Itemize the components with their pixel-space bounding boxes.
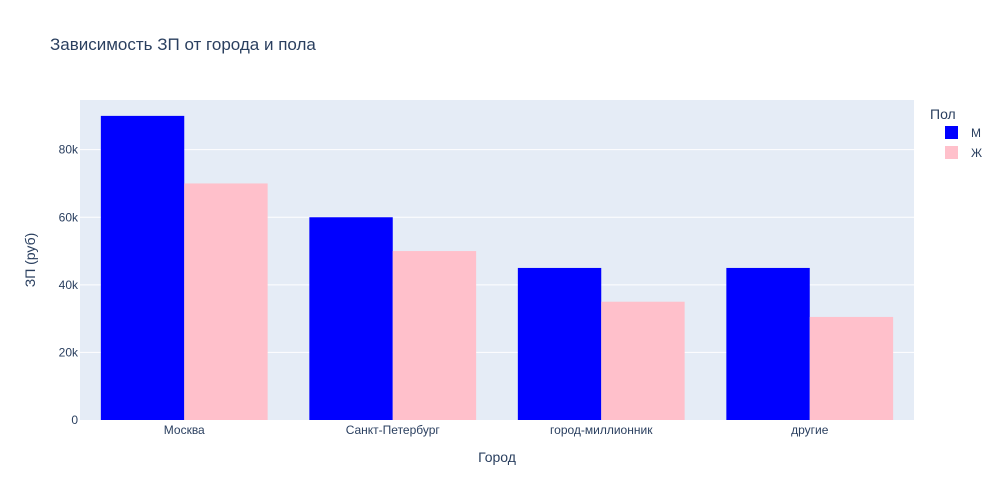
x-tick-label: Москва	[164, 423, 205, 437]
legend-label[interactable]: М	[971, 126, 981, 140]
bar-3-0[interactable]	[726, 267, 810, 420]
bar-0-1[interactable]	[184, 183, 268, 420]
bar-0-0[interactable]	[100, 115, 185, 421]
bar-2-1[interactable]	[601, 301, 685, 420]
bar-2-0[interactable]	[517, 267, 602, 420]
y-tick-label: 60k	[59, 210, 79, 224]
y-axis-title: ЗП (руб)	[22, 233, 38, 288]
y-tick-label: 80k	[59, 143, 79, 157]
legend-swatch[interactable]	[945, 146, 958, 159]
legend: Пол МЖ	[930, 106, 982, 160]
x-tick-label: другие	[791, 423, 829, 437]
x-axis-ticks: Москва Санкт-Петербург город-миллионник дру…	[164, 423, 829, 437]
y-axis-ticks: 0 20k 40k 60k 80k	[59, 143, 79, 427]
x-axis-title: Город	[478, 449, 516, 465]
legend-swatch[interactable]	[945, 126, 958, 139]
bar-3-1[interactable]	[809, 316, 894, 420]
bars	[100, 115, 894, 421]
bar-1-0[interactable]	[309, 217, 393, 420]
legend-title: Пол	[930, 106, 956, 122]
y-tick-label: 40k	[59, 278, 79, 292]
chart-title: Зависимость ЗП от города и пола	[50, 35, 316, 54]
x-tick-label: город-миллионник	[550, 423, 653, 437]
y-tick-label: 20k	[59, 345, 79, 359]
bar-1-1[interactable]	[392, 251, 477, 420]
y-tick-label: 0	[71, 413, 78, 427]
legend-label[interactable]: Ж	[971, 146, 982, 160]
x-tick-label: Санкт-Петербург	[346, 423, 441, 437]
